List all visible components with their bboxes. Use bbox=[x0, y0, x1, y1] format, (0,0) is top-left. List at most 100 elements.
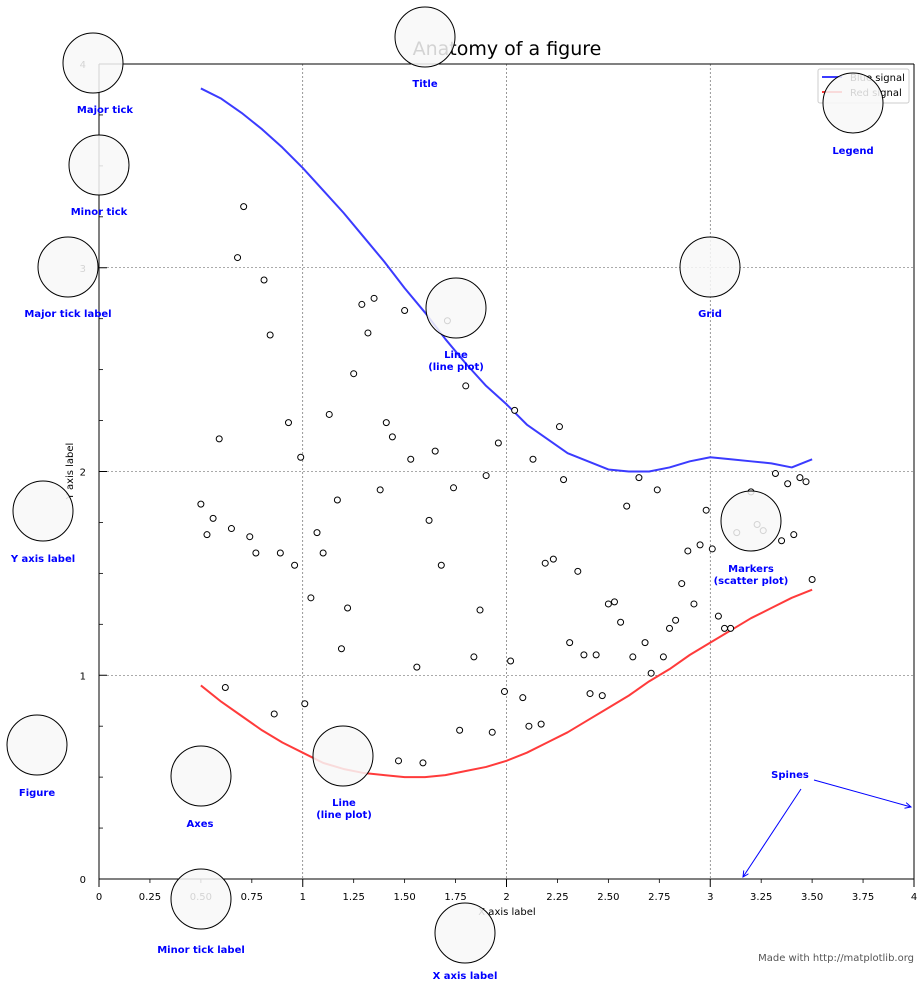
scatter-point bbox=[337, 645, 345, 653]
x-tick-label: 3 bbox=[707, 892, 713, 903]
annotation-major-tick-label: Major tick label bbox=[24, 236, 112, 320]
x-tick-label: 3.50 bbox=[801, 892, 823, 903]
scatter-point bbox=[586, 690, 594, 698]
scatter-point bbox=[276, 549, 284, 557]
minor-ticks bbox=[99, 114, 864, 883]
scatter-point bbox=[297, 453, 305, 461]
y-tick-label: 1 bbox=[80, 671, 86, 682]
scatter-point bbox=[209, 514, 217, 522]
annotation-label-major-tick: Major tick bbox=[77, 105, 134, 116]
credit-text: Made with http://matplotlib.org bbox=[758, 953, 914, 964]
annotation-label-x-axis-label: X axis label bbox=[433, 971, 498, 982]
annotation-label-major-tick-label: Major tick label bbox=[24, 309, 111, 320]
scatter-point bbox=[301, 700, 309, 708]
x-tick-label: 4 bbox=[911, 892, 917, 903]
scatter-point bbox=[401, 307, 409, 315]
annotation-label-markers: Markers (scatter plot) bbox=[714, 564, 789, 587]
scatter-point bbox=[358, 300, 366, 308]
annotation-circle-grid bbox=[679, 236, 741, 298]
annotation-minor-tick: Minor tick bbox=[68, 134, 130, 218]
annotation-circle-minor-tick bbox=[68, 134, 130, 196]
scatter-point bbox=[425, 516, 433, 524]
scatter-point bbox=[672, 616, 680, 624]
scatter-point bbox=[659, 653, 667, 661]
scatter-point bbox=[808, 575, 816, 583]
scatter-point bbox=[519, 694, 527, 702]
x-tick-label: 3.75 bbox=[852, 892, 874, 903]
x-tick-label: 3.25 bbox=[750, 892, 772, 903]
scatter-point bbox=[702, 506, 710, 514]
annotation-label-line: Line bbox=[332, 798, 356, 809]
x-tick-label: 0.25 bbox=[139, 892, 161, 903]
scatter-point bbox=[684, 547, 692, 555]
annotation-circle-legend bbox=[822, 72, 884, 134]
annotation-label-line: (scatter plot) bbox=[714, 576, 789, 587]
scatter-point bbox=[246, 533, 254, 541]
annotation-label-line: Markers bbox=[728, 564, 774, 575]
scatter-point bbox=[319, 549, 327, 557]
scatter-point bbox=[494, 439, 502, 447]
scatter-point bbox=[500, 688, 508, 696]
annotation-line-plot-lower: Line (line plot) bbox=[312, 725, 374, 821]
scatter-point bbox=[574, 567, 582, 575]
x-tick-label: 2.25 bbox=[546, 892, 568, 903]
chart-title: Anatomy of a figure bbox=[413, 38, 602, 60]
scatter-point bbox=[370, 294, 378, 302]
x-tick-label: 1.25 bbox=[343, 892, 365, 903]
annotation-line-plot-upper: Line (line plot) bbox=[425, 277, 487, 373]
spines-arrows bbox=[743, 779, 911, 877]
annotation-label-line: Line bbox=[444, 350, 468, 361]
x-tick-label: 1.50 bbox=[393, 892, 415, 903]
annotation-label-spines: Spines bbox=[771, 770, 809, 781]
scatter-point bbox=[617, 618, 625, 626]
scatter-point bbox=[525, 722, 533, 730]
scatter-point bbox=[507, 657, 515, 665]
scatter-point bbox=[721, 624, 729, 632]
annotation-label-axes: Axes bbox=[187, 819, 214, 830]
scatter-point bbox=[714, 612, 722, 620]
x-axis-label: X axis label bbox=[478, 907, 535, 918]
scatter-point bbox=[456, 726, 464, 734]
scatter-point bbox=[566, 639, 574, 647]
annotation-circle-figure bbox=[6, 714, 68, 776]
annotation-circle-major-tick-label bbox=[37, 236, 99, 298]
annotation-label-minor-tick-label: Minor tick label bbox=[157, 945, 245, 956]
annotation-circle-markers bbox=[720, 490, 782, 552]
annotation-circle-minor-tick-label bbox=[170, 868, 232, 930]
scatter-point bbox=[560, 476, 568, 484]
scatter-point bbox=[623, 502, 631, 510]
scatter-point bbox=[203, 531, 211, 539]
scatter-point bbox=[450, 484, 458, 492]
scatter-point bbox=[488, 728, 496, 736]
x-tick-label: 2.75 bbox=[648, 892, 670, 903]
scatter-point bbox=[778, 537, 786, 545]
scatter-point bbox=[313, 529, 321, 537]
scatter-point bbox=[382, 419, 390, 427]
scatter-point bbox=[580, 651, 588, 659]
annotation-grid: Grid bbox=[679, 236, 741, 320]
scatter-point bbox=[344, 604, 352, 612]
scatter-point bbox=[771, 470, 779, 478]
scatter-point bbox=[364, 329, 372, 337]
annotation-label-line-plot-upper: Line (line plot) bbox=[428, 350, 484, 373]
scatter-point bbox=[252, 549, 260, 557]
annotation-label-line: (line plot) bbox=[316, 810, 372, 821]
annotation-circle-x-axis-label bbox=[434, 902, 496, 964]
annotation-circle-axes bbox=[170, 745, 232, 807]
series-line-red-signal bbox=[200, 588, 813, 779]
scatter-point bbox=[221, 683, 229, 691]
scatter-point bbox=[431, 447, 439, 455]
scatter-point bbox=[641, 639, 649, 647]
annotation-label-y-axis-label: Y axis label bbox=[10, 554, 75, 565]
scatter-point bbox=[647, 669, 655, 677]
scatter-point bbox=[796, 474, 804, 482]
scatter-point bbox=[511, 406, 519, 414]
x-tick-label: 1.75 bbox=[444, 892, 466, 903]
scatter-point bbox=[529, 455, 537, 463]
scatter-point bbox=[350, 370, 358, 378]
series-lines bbox=[200, 87, 813, 779]
scatter-point bbox=[240, 203, 248, 211]
scatter-point bbox=[307, 594, 315, 602]
annotation-label-title: Title bbox=[412, 79, 437, 90]
annotation-axes: Axes bbox=[170, 745, 232, 830]
